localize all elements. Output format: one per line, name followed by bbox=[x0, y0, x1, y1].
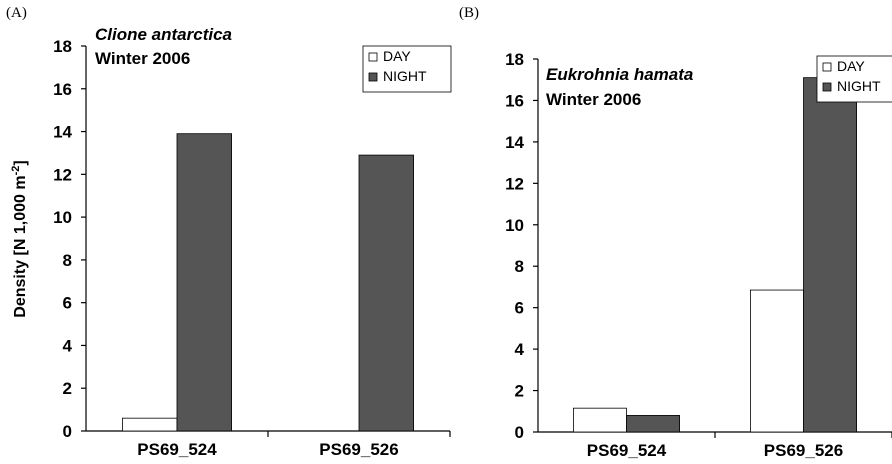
x-category-label: PS69_524 bbox=[587, 441, 667, 460]
chart-subtitle: Winter 2006 bbox=[546, 90, 641, 109]
y-tick-label: 18 bbox=[505, 50, 524, 69]
legend-box bbox=[362, 45, 452, 93]
y-tick-label: 8 bbox=[515, 257, 524, 276]
chart-subtitle: Winter 2006 bbox=[95, 49, 190, 68]
y-tick-label: 6 bbox=[63, 294, 72, 313]
x-category-label: PS69_526 bbox=[764, 441, 843, 460]
y-tick-label: 14 bbox=[53, 123, 72, 142]
y-tick-label: 8 bbox=[63, 251, 72, 270]
y-tick-label: 2 bbox=[63, 379, 72, 398]
x-category-label: PS69_524 bbox=[137, 440, 217, 459]
x-category-label: PS69_526 bbox=[319, 440, 398, 459]
legend-swatch-day bbox=[368, 52, 378, 62]
panel-label: (A) bbox=[6, 5, 27, 21]
bar-night-ps69_524 bbox=[176, 133, 232, 432]
panel-label: (B) bbox=[459, 5, 479, 21]
y-tick-label: 0 bbox=[63, 422, 72, 441]
y-axis-label-end: ] bbox=[12, 160, 29, 165]
bar-night-ps69_526 bbox=[803, 77, 857, 433]
y-tick-label: 16 bbox=[505, 91, 524, 110]
legend-label-day: DAY bbox=[837, 58, 865, 74]
y-axis-label-main: Density [N 1,000 m bbox=[12, 175, 29, 317]
y-tick-label: 10 bbox=[53, 208, 72, 227]
bar-night-ps69_526 bbox=[358, 154, 414, 432]
y-tick-label: 6 bbox=[515, 299, 524, 318]
legend-swatch-day bbox=[822, 62, 832, 72]
y-axis-label-sup: -2 bbox=[10, 166, 22, 176]
y-tick-label: 10 bbox=[505, 216, 524, 235]
y-tick-label: 16 bbox=[53, 80, 72, 99]
y-tick-label: 12 bbox=[53, 165, 72, 184]
legend-swatch-night bbox=[368, 72, 378, 82]
y-tick-label: 4 bbox=[63, 336, 73, 355]
legend-label-day: DAY bbox=[383, 48, 411, 64]
bar-day-ps69_526 bbox=[750, 289, 804, 433]
bar-day-ps69_524 bbox=[573, 407, 627, 433]
y-tick-label: 2 bbox=[515, 382, 524, 401]
y-tick-label: 4 bbox=[515, 340, 525, 359]
y-tick-label: 18 bbox=[53, 37, 72, 56]
legend-label-night: NIGHT bbox=[383, 68, 427, 84]
legend-swatch-night bbox=[822, 82, 832, 92]
chart-title: Eukrohnia hamata bbox=[546, 65, 693, 84]
y-tick-label: 12 bbox=[505, 174, 524, 193]
y-tick-label: 0 bbox=[515, 423, 524, 442]
y-tick-label: 14 bbox=[505, 133, 524, 152]
bar-night-ps69_524 bbox=[626, 415, 680, 433]
bar-day-ps69_524 bbox=[122, 417, 178, 432]
y-axis-label: Density [N 1,000 m-2] bbox=[10, 160, 29, 317]
legend-label-night: NIGHT bbox=[837, 78, 881, 94]
chart-title: Clione antarctica bbox=[95, 25, 232, 44]
